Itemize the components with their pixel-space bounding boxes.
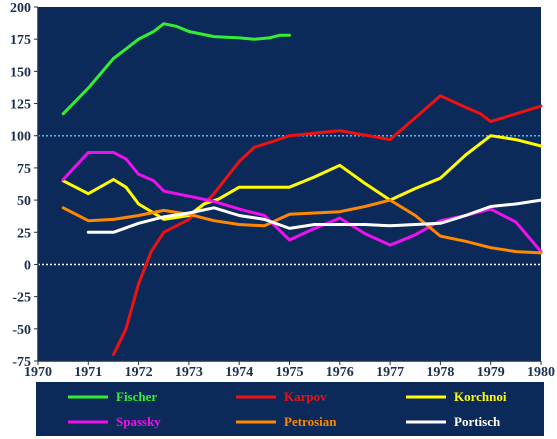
x-tick-label: 1978 xyxy=(426,365,454,380)
y-tick-label: 25 xyxy=(17,226,31,241)
y-tick-label: -50 xyxy=(12,323,31,338)
x-tick-label: 1976 xyxy=(326,365,354,380)
x-tick-label: 1973 xyxy=(175,365,203,380)
y-tick-label: 200 xyxy=(10,1,31,16)
legend-label-spassky: Spassky xyxy=(116,414,161,429)
series-lines xyxy=(61,22,543,357)
y-tick-label: 125 xyxy=(10,98,31,113)
y-tick-label: -75 xyxy=(12,355,31,370)
y-axis-tick-labels: -75 -50 -25 0 25 50 75 100 125 150 175 200 xyxy=(10,1,31,370)
legend: Fischer Karpov Korchnoi Spassky Petrosian Por… xyxy=(36,382,544,436)
x-tick-label: 1970 xyxy=(24,365,52,380)
x-tick-label: 1980 xyxy=(527,365,555,380)
legend-label-karpov: Karpov xyxy=(284,389,327,404)
y-tick-label: 150 xyxy=(10,65,31,80)
y-tick-label: 50 xyxy=(17,194,31,209)
x-tick-label: 1974 xyxy=(225,365,253,380)
y-tick-label: 175 xyxy=(10,33,31,48)
x-tick-label: 1977 xyxy=(376,365,404,380)
series-line-karpov xyxy=(112,94,543,357)
series-line-petrosian xyxy=(61,198,543,255)
legend-label-petrosian: Petrosian xyxy=(284,414,337,429)
series-line-fischer xyxy=(61,22,291,116)
y-tick-label: 75 xyxy=(17,162,31,177)
x-tick-label: 1975 xyxy=(276,365,304,380)
y-tick-label: -25 xyxy=(12,291,31,306)
legend-label-portisch: Portisch xyxy=(454,414,501,429)
x-tick-label: 1979 xyxy=(477,365,505,380)
x-axis-tick-labels: 1970 1971 1972 1973 1974 1975 1976 1977 1978 1979… xyxy=(24,365,555,380)
legend-box xyxy=(36,382,544,436)
y-tick-label: 100 xyxy=(10,130,31,145)
axes xyxy=(34,6,542,365)
x-tick-label: 1971 xyxy=(74,365,102,380)
y-tick-label: 0 xyxy=(24,258,31,273)
x-tick-label: 1972 xyxy=(125,365,153,380)
series-line-korchnoi xyxy=(61,134,543,221)
legend-label-fischer: Fischer xyxy=(116,389,157,404)
series-line-portisch xyxy=(86,198,543,234)
legend-label-korchnoi: Korchnoi xyxy=(454,389,507,404)
